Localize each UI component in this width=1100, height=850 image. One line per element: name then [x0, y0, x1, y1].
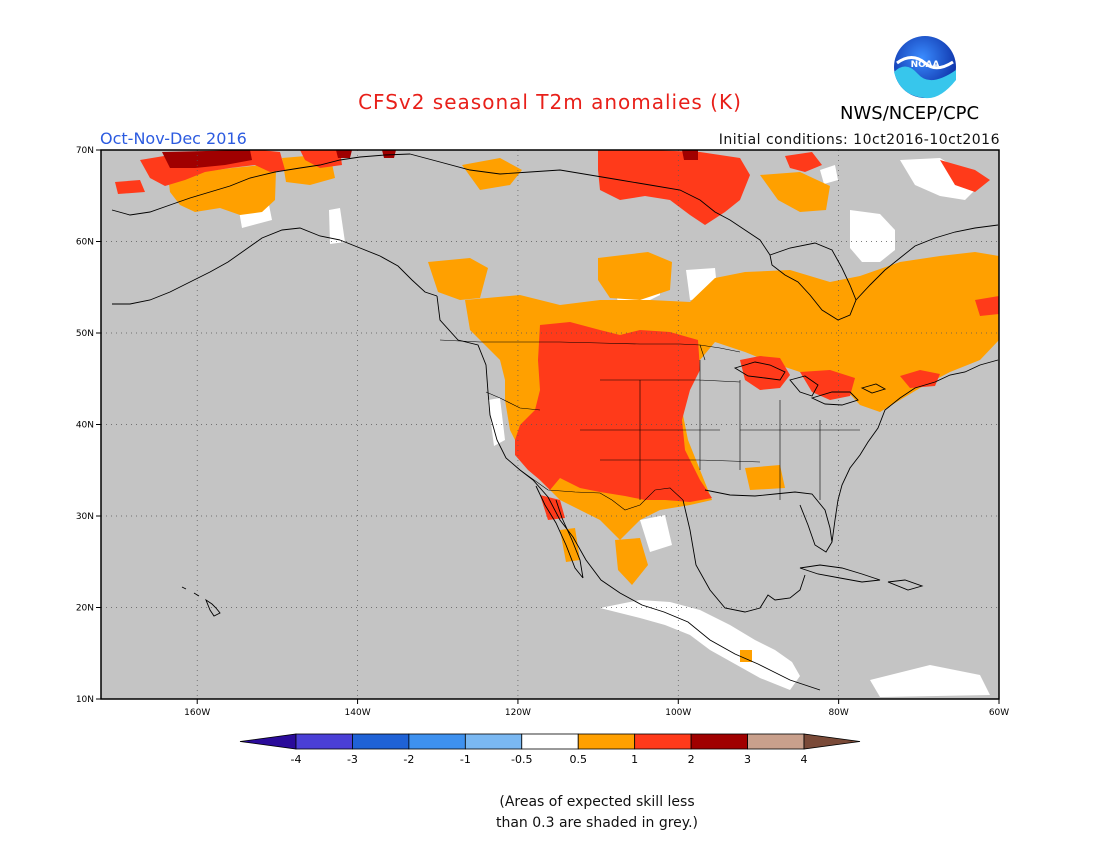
anomaly-region: [598, 252, 672, 300]
lat-tick-label: 10N: [76, 695, 94, 705]
anomaly-region: [336, 150, 352, 158]
baja-coastline: [535, 485, 584, 579]
alaska-panhandle-coastline: [339, 239, 438, 297]
anomaly-region: [940, 160, 990, 192]
legend-swatch: [239, 733, 297, 750]
lat-tick-label: 20N: [76, 604, 94, 614]
legend-label: -1: [460, 753, 471, 766]
legend-label: 3: [744, 753, 751, 766]
anomaly-region: [598, 150, 750, 225]
lat-tick-label: 50N: [76, 329, 94, 339]
anomaly-region: [488, 398, 505, 446]
lon-tick-label: 60W: [989, 708, 1009, 718]
anomaly-region: [870, 665, 990, 697]
great-lakes: [733, 361, 887, 406]
legend-label: -2: [403, 753, 414, 766]
arctic-coastline: [409, 153, 771, 256]
gulf-coastline: [682, 489, 833, 613]
axis-ticks: 160W 140W 120W 100W 80W 60W 70N 60N 50N 40N 30N 20N…: [76, 146, 1009, 718]
anomaly-region: [640, 515, 672, 552]
lon-tick-label: 140W: [345, 708, 371, 718]
legend-swatch: [464, 733, 523, 750]
legend-swatch: [521, 733, 579, 750]
labrador-coastline: [855, 224, 999, 301]
legend-label: -4: [291, 753, 302, 766]
initial-conditions-label: Initial conditions: 10ct2016-10ct2016: [718, 132, 1000, 148]
lon-tick-label: 100W: [665, 708, 691, 718]
anomaly-region: [300, 150, 342, 168]
skill-note-line-1: (Areas of expected skill less: [499, 794, 695, 810]
anomaly-region: [740, 650, 752, 662]
legend-label: 1: [631, 753, 638, 766]
atlantic-coastline: [831, 359, 999, 543]
legend-swatch: [747, 733, 805, 750]
legend-swatch: [803, 733, 861, 750]
legend-label: -0.5: [511, 753, 532, 766]
legend-swatch: [408, 733, 466, 750]
legend-label: 4: [801, 753, 808, 766]
pacific-coastline: [436, 295, 821, 691]
cuba-coastline: [799, 564, 881, 583]
alaska-coastline: [111, 153, 411, 305]
anomaly-region: [740, 356, 790, 390]
hudson-bay-coastline: [769, 242, 857, 321]
anomaly-region: [785, 152, 822, 172]
anomaly-region: [760, 172, 830, 212]
legend-swatch: [634, 733, 692, 750]
anomaly-region: [745, 465, 785, 490]
anomaly-region: [382, 150, 396, 158]
anomaly-region: [615, 538, 648, 585]
lon-tick-label: 80W: [828, 708, 848, 718]
anomaly-region: [975, 296, 999, 316]
anomaly-region: [329, 208, 345, 244]
agency-label: NWS/NCEP/CPC: [840, 103, 980, 124]
lat-tick-label: 60N: [76, 238, 94, 248]
legend-swatch: [352, 733, 410, 750]
legend-swatch: [577, 733, 636, 750]
anomaly-region: [462, 158, 522, 190]
legend-label: 2: [688, 753, 695, 766]
anomaly-region: [162, 150, 252, 168]
anomaly-region: [820, 165, 838, 184]
anomaly-region: [168, 165, 276, 215]
anomaly-shading: [115, 150, 999, 697]
legend-swatch: [690, 733, 748, 750]
anomaly-region: [115, 180, 145, 194]
political-borders: [439, 339, 860, 511]
anomaly-region: [682, 150, 698, 160]
anomaly-region: [515, 322, 712, 502]
skill-note: (Areas of expected skill less than 0.3 a…: [0, 792, 1100, 834]
lat-tick-label: 40N: [76, 421, 94, 431]
lat-tick-label: 70N: [76, 146, 94, 156]
season-label: Oct-Nov-Dec 2016: [100, 129, 247, 148]
anomaly-region: [540, 495, 565, 520]
hawaii-islands: [181, 586, 221, 617]
legend-label: 0.5: [569, 753, 587, 766]
hispaniola-coastline: [887, 579, 924, 591]
logo-text: NOAA: [911, 60, 940, 70]
lon-tick-label: 120W: [505, 708, 531, 718]
anomaly-region: [850, 210, 895, 262]
anomaly-region: [428, 258, 488, 300]
legend-swatch: [295, 733, 353, 750]
legend-label: -3: [347, 753, 358, 766]
lat-tick-label: 30N: [76, 512, 94, 522]
anomaly-region: [600, 600, 800, 690]
chart-title: CFSv2 seasonal T2m anomalies (K): [358, 90, 742, 114]
coastlines: [111, 153, 999, 691]
anomaly-region: [560, 528, 580, 562]
lon-tick-label: 160W: [184, 708, 210, 718]
skill-note-line-2: than 0.3 are shaded in grey.): [495, 815, 698, 831]
